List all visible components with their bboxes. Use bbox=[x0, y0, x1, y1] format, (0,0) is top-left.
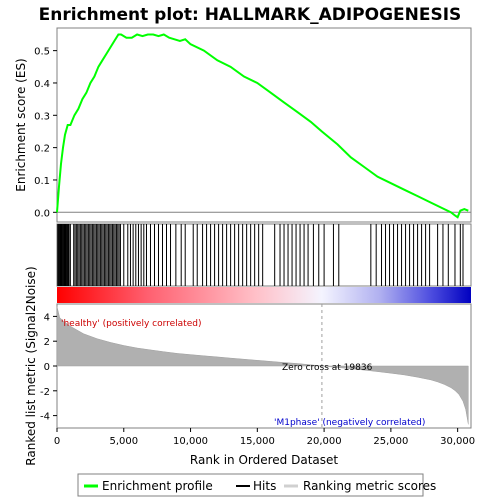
x-axis-label: Rank in Ordered Dataset bbox=[190, 453, 338, 467]
x-tick-label: 30,000 bbox=[440, 436, 475, 447]
es-y-tick-label: 0.2 bbox=[34, 144, 50, 155]
x-tick-label: 0 bbox=[54, 436, 60, 447]
metric-y-tick-label: -4 bbox=[40, 412, 50, 423]
rank-color-bar bbox=[57, 287, 471, 303]
x-tick-label: 20,000 bbox=[307, 436, 342, 447]
es-y-tick-label: 0.4 bbox=[34, 79, 50, 90]
enrichment-profile-line bbox=[56, 33, 469, 219]
es-y-tick-label: 0.1 bbox=[34, 176, 50, 187]
zero-cross-label: Zero cross at 19836 bbox=[282, 363, 373, 373]
es-y-tick-label: 0.3 bbox=[34, 111, 50, 122]
ranking-metric-area bbox=[56, 306, 469, 425]
es-y-axis: 0.0 0.1 0.2 0.3 0.4 0.5 bbox=[34, 47, 57, 219]
legend-enrichment-label: Enrichment profile bbox=[102, 479, 213, 493]
x-tick-label: 25,000 bbox=[373, 436, 408, 447]
es-y-axis-label: Enrichment score (ES) bbox=[14, 58, 28, 191]
positive-correlation-label: 'healthy' (positively correlated) bbox=[61, 319, 201, 329]
x-axis: 0 5,000 10,000 15,000 20,000 25,000 30,000 bbox=[54, 428, 475, 447]
metric-y-axis-label: Ranked list metric (Signal2Noise) bbox=[24, 266, 38, 465]
metric-y-axis: -4 -2 0 2 4 bbox=[40, 312, 57, 423]
es-y-tick-label: 0.5 bbox=[34, 47, 50, 58]
x-tick-label: 15,000 bbox=[240, 436, 275, 447]
metric-y-tick-label: -2 bbox=[40, 387, 50, 398]
x-tick-label: 5,000 bbox=[109, 436, 138, 447]
hits-marks bbox=[57, 224, 464, 286]
metric-y-tick-label: 0 bbox=[44, 362, 50, 373]
metric-y-tick-label: 2 bbox=[44, 337, 50, 348]
chart-title: Enrichment plot: HALLMARK_ADIPOGENESIS bbox=[39, 5, 462, 25]
legend-metric-label: Ranking metric scores bbox=[303, 479, 436, 493]
negative-correlation-label: 'M1phase' (negatively correlated) bbox=[274, 418, 425, 428]
legend-hits-label: Hits bbox=[253, 479, 276, 493]
metric-y-tick-label: 4 bbox=[44, 312, 50, 323]
legend bbox=[77, 473, 424, 497]
es-y-tick-label: 0.0 bbox=[34, 208, 50, 219]
x-tick-label: 10,000 bbox=[173, 436, 208, 447]
